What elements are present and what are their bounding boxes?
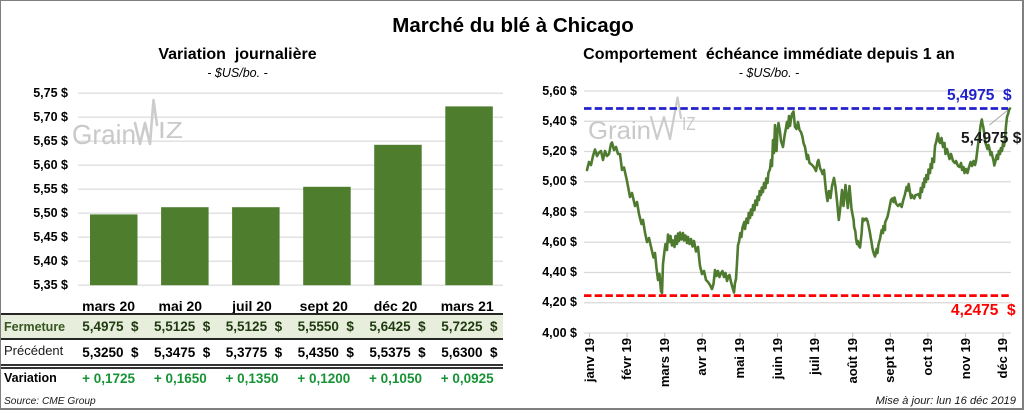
svg-text:Grain: Grain (588, 117, 651, 145)
svg-text:IZ: IZ (158, 117, 183, 143)
svg-text:Grain: Grain (72, 119, 136, 150)
svg-text:IZ: IZ (682, 113, 696, 134)
